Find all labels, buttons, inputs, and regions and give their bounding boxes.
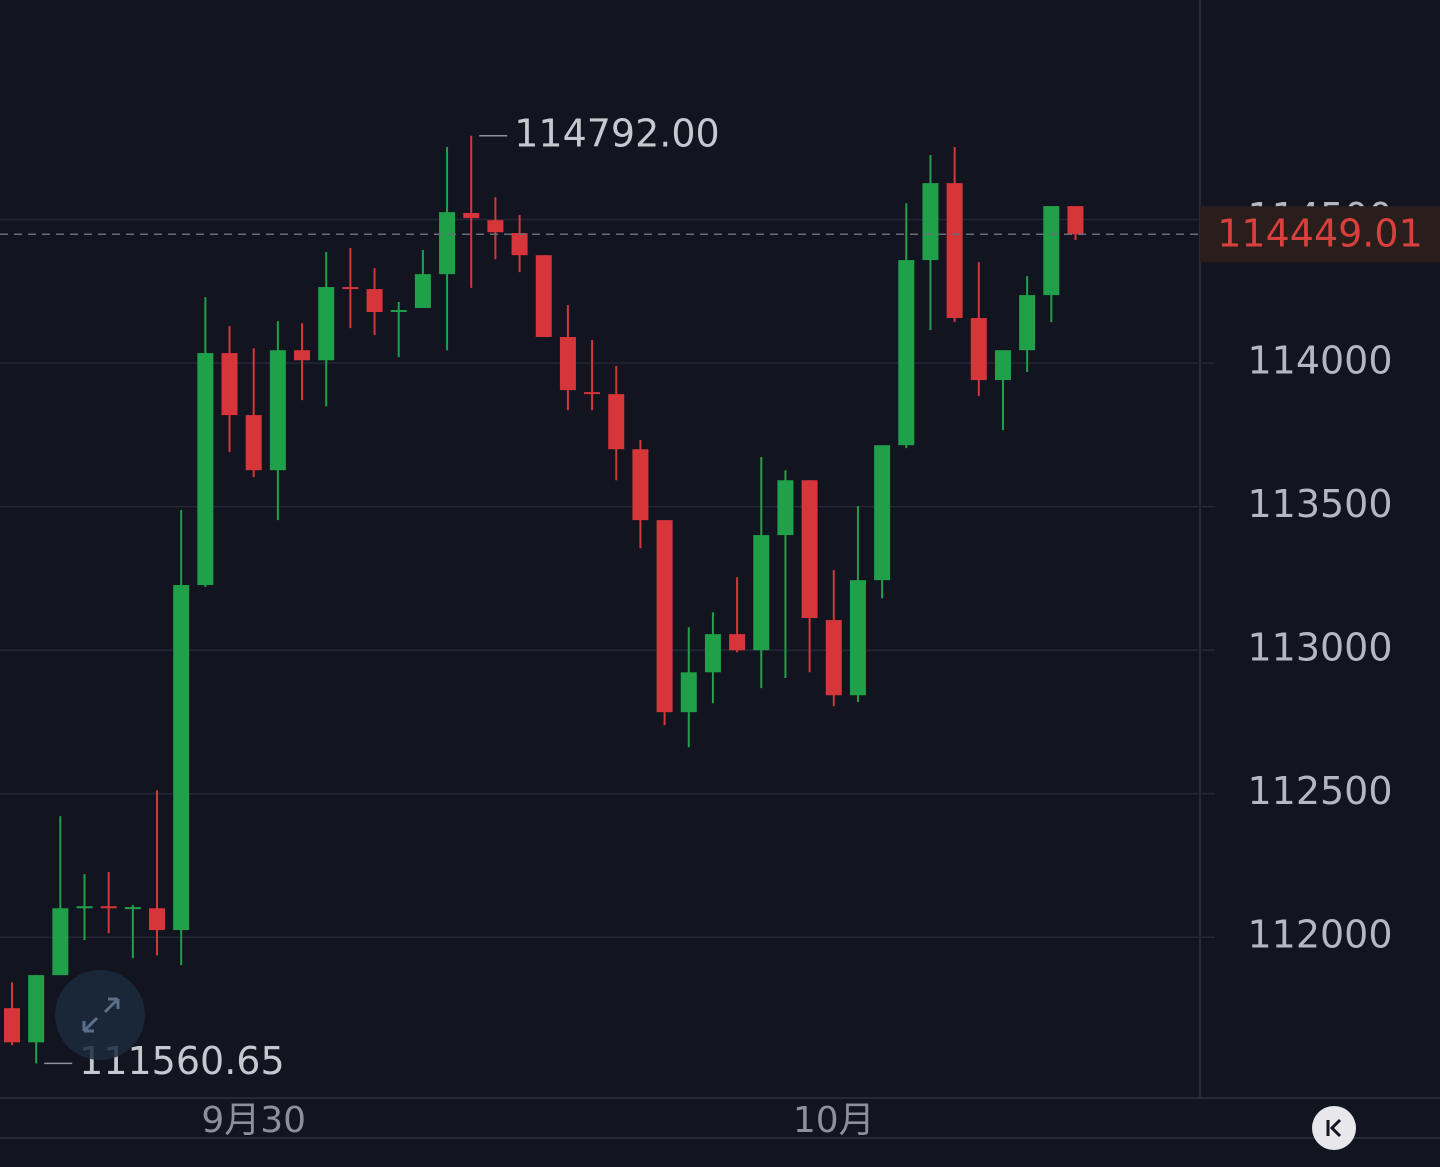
candle-body xyxy=(1067,206,1084,235)
candle-body xyxy=(294,350,311,361)
candle-body xyxy=(994,350,1011,381)
expand-button-bg[interactable] xyxy=(55,970,145,1060)
candle-body xyxy=(584,392,601,395)
candle-body xyxy=(342,287,359,290)
candle-body xyxy=(535,255,552,338)
candle-body xyxy=(777,480,794,536)
candle-body xyxy=(318,287,335,361)
candle-body xyxy=(221,353,238,416)
candle-body xyxy=(946,183,963,319)
candle-body xyxy=(52,908,69,976)
candle-body xyxy=(487,220,504,233)
candle-body xyxy=(1043,206,1060,296)
x-tick-label: 9月30 xyxy=(201,1100,306,1141)
candle-body xyxy=(922,183,939,261)
scroll-end-button[interactable] xyxy=(1312,1106,1356,1150)
candle-body xyxy=(197,353,214,586)
scroll-end-icon[interactable] xyxy=(1326,1118,1342,1138)
candle-body xyxy=(28,975,45,1043)
candle-body xyxy=(1019,295,1036,351)
candle-body xyxy=(849,580,866,696)
y-tick-label: 114000 xyxy=(1247,339,1392,383)
candle-body xyxy=(149,908,166,931)
candle-body xyxy=(366,289,383,313)
candle-body xyxy=(463,212,480,219)
candle-body xyxy=(390,310,407,313)
candle-body xyxy=(173,585,190,931)
expand-button[interactable] xyxy=(55,970,145,1060)
last-price-tag xyxy=(1200,206,1440,263)
candle-body xyxy=(704,634,721,673)
candle-body xyxy=(729,634,746,651)
y-tick-label: 113000 xyxy=(1247,626,1392,670)
candle-body xyxy=(898,260,915,446)
candle-body xyxy=(4,1008,20,1043)
annotation-label: 114792.00 xyxy=(514,111,720,155)
candle-body xyxy=(608,394,625,450)
candle-body xyxy=(656,520,673,713)
y-tick-label: 112500 xyxy=(1247,769,1392,813)
candle-body xyxy=(874,445,891,581)
candle-body xyxy=(511,233,528,256)
candle-body xyxy=(801,480,818,619)
y-tick-label: 113500 xyxy=(1247,482,1392,526)
y-tick-label: 112000 xyxy=(1247,913,1392,957)
candle-body xyxy=(76,906,93,909)
candle-body xyxy=(680,672,697,713)
x-tick-label: 10月 xyxy=(793,1100,875,1141)
last-price-label: 114449.01 xyxy=(1217,212,1423,256)
candle-body xyxy=(825,620,842,696)
candle-body xyxy=(245,415,262,471)
candle-body xyxy=(124,907,141,910)
candle-body xyxy=(100,906,117,909)
candle-body xyxy=(632,449,649,521)
candle-body xyxy=(970,318,987,381)
candle-body xyxy=(559,337,576,391)
candle-body xyxy=(753,535,770,651)
candle-body xyxy=(414,274,431,309)
candle-body xyxy=(439,212,456,275)
plot-area: 1120001125001130001135001140001145009月30… xyxy=(0,111,1440,1141)
candle-body xyxy=(269,350,286,471)
expand-icon[interactable] xyxy=(82,997,120,1033)
